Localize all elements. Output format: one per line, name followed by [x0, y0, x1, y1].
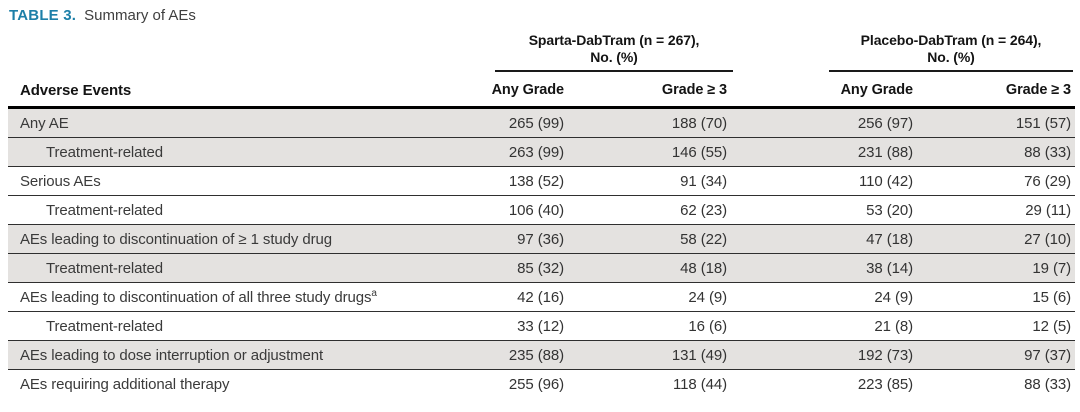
group-title-line2: No. (%)	[927, 49, 975, 65]
cell-placebo-any-grade: 256 (97)	[735, 107, 921, 138]
table-row-dose-interruption: AEs leading to dose interruption or adju…	[8, 340, 1075, 370]
cell-placebo-any-grade: 53 (20)	[735, 195, 921, 225]
table-row-discontinuation-ge1-treatment-related: Treatment-related 85 (32) 48 (18) 38 (14…	[8, 253, 1075, 283]
table-row-additional-therapy: AEs requiring additional therapy 255 (96…	[8, 369, 1075, 398]
cell-sparta-grade-ge3: 16 (6)	[572, 311, 735, 341]
column-header-sparta-any-grade: Any Grade	[450, 72, 572, 109]
cell-sparta-any-grade: 138 (52)	[450, 166, 572, 196]
column-header-row: Adverse Events Any Grade Grade ≥ 3 Any G…	[8, 72, 1075, 109]
cell-placebo-any-grade: 110 (42)	[735, 166, 921, 196]
column-header-placebo-any-grade: Any Grade	[735, 72, 921, 109]
cell-sparta-grade-ge3: 24 (9)	[572, 282, 735, 312]
cell-placebo-grade-ge3: 76 (29)	[921, 166, 1075, 196]
table-number: TABLE 3.	[9, 7, 77, 24]
column-group-sparta-title: Sparta-DabTram (n = 267), No. (%)	[495, 32, 733, 72]
table-caption: TABLE 3. Summary of AEs	[0, 0, 1080, 25]
adverse-events-table: Sparta-DabTram (n = 267), No. (%) Placeb…	[8, 28, 1075, 398]
cell-sparta-any-grade: 265 (99)	[450, 107, 572, 138]
column-group-sparta-dabtram: Sparta-DabTram (n = 267), No. (%)	[450, 28, 735, 72]
column-group-placebo-dabtram: Placebo-DabTram (n = 264), No. (%)	[735, 28, 1075, 72]
group-title-line1: Sparta-DabTram (n = 267),	[528, 32, 700, 48]
table-title: Summary of AEs	[84, 7, 196, 24]
table-row-discontinuation-all-three-treatment-related: Treatment-related 33 (12) 16 (6) 21 (8) …	[8, 311, 1075, 341]
row-label: AEs leading to discontinuation of all th…	[8, 282, 450, 312]
cell-placebo-grade-ge3: 88 (33)	[921, 369, 1075, 398]
cell-sparta-grade-ge3: 58 (22)	[572, 224, 735, 254]
cell-sparta-grade-ge3: 91 (34)	[572, 166, 735, 196]
cell-placebo-grade-ge3: 19 (7)	[921, 253, 1075, 283]
row-label: Treatment-related	[8, 311, 450, 341]
cell-placebo-grade-ge3: 97 (37)	[921, 340, 1075, 370]
row-label: Treatment-related	[8, 137, 450, 167]
cell-sparta-any-grade: 235 (88)	[450, 340, 572, 370]
cell-placebo-any-grade: 21 (8)	[735, 311, 921, 341]
cell-sparta-grade-ge3: 146 (55)	[572, 137, 735, 167]
row-label: Serious AEs	[8, 166, 450, 196]
group-title-line2: No. (%)	[590, 49, 638, 65]
cell-sparta-grade-ge3: 188 (70)	[572, 107, 735, 138]
cell-placebo-any-grade: 47 (18)	[735, 224, 921, 254]
column-header-adverse-events: Adverse Events	[8, 72, 450, 109]
table-row-serious-aes: Serious AEs 138 (52) 91 (34) 110 (42) 76…	[8, 166, 1075, 196]
cell-placebo-any-grade: 231 (88)	[735, 137, 921, 167]
row-label: Treatment-related	[8, 195, 450, 225]
cell-placebo-any-grade: 192 (73)	[735, 340, 921, 370]
row-label: Any AE	[8, 107, 450, 138]
row-label: AEs leading to discontinuation of ≥ 1 st…	[8, 224, 450, 254]
column-header-placebo-grade-ge3: Grade ≥ 3	[921, 72, 1075, 109]
row-label: AEs leading to dose interruption or adju…	[8, 340, 450, 370]
column-group-placebo-title: Placebo-DabTram (n = 264), No. (%)	[829, 32, 1073, 72]
footnote-marker-a: a	[371, 287, 377, 299]
cell-sparta-any-grade: 255 (96)	[450, 369, 572, 398]
table-row-discontinuation-all-three-drugs: AEs leading to discontinuation of all th…	[8, 282, 1075, 312]
row-label: AEs requiring additional therapy	[8, 369, 450, 398]
cell-sparta-any-grade: 85 (32)	[450, 253, 572, 283]
table-row-any-ae-treatment-related: Treatment-related 263 (99) 146 (55) 231 …	[8, 137, 1075, 167]
group-title-line1: Placebo-DabTram (n = 264),	[860, 32, 1042, 48]
cell-sparta-grade-ge3: 118 (44)	[572, 369, 735, 398]
cell-sparta-any-grade: 263 (99)	[450, 137, 572, 167]
table-row-discontinuation-ge1-drug: AEs leading to discontinuation of ≥ 1 st…	[8, 224, 1075, 254]
table-row-serious-aes-treatment-related: Treatment-related 106 (40) 62 (23) 53 (2…	[8, 195, 1075, 225]
cell-sparta-grade-ge3: 48 (18)	[572, 253, 735, 283]
cell-placebo-grade-ge3: 88 (33)	[921, 137, 1075, 167]
cell-placebo-grade-ge3: 151 (57)	[921, 107, 1075, 138]
cell-sparta-any-grade: 42 (16)	[450, 282, 572, 312]
row-label: Treatment-related	[8, 253, 450, 283]
cell-placebo-grade-ge3: 29 (11)	[921, 195, 1075, 225]
cell-placebo-grade-ge3: 15 (6)	[921, 282, 1075, 312]
group-header-spacer	[8, 28, 450, 72]
cell-placebo-any-grade: 24 (9)	[735, 282, 921, 312]
cell-placebo-grade-ge3: 12 (5)	[921, 311, 1075, 341]
column-header-sparta-grade-ge3: Grade ≥ 3	[572, 72, 735, 109]
group-header-row: Sparta-DabTram (n = 267), No. (%) Placeb…	[8, 28, 1075, 72]
cell-sparta-any-grade: 33 (12)	[450, 311, 572, 341]
cell-placebo-any-grade: 38 (14)	[735, 253, 921, 283]
cell-sparta-grade-ge3: 62 (23)	[572, 195, 735, 225]
cell-placebo-any-grade: 223 (85)	[735, 369, 921, 398]
cell-sparta-any-grade: 106 (40)	[450, 195, 572, 225]
row-label-text: AEs leading to discontinuation of all th…	[20, 288, 372, 306]
cell-placebo-grade-ge3: 27 (10)	[921, 224, 1075, 254]
cell-sparta-any-grade: 97 (36)	[450, 224, 572, 254]
cell-sparta-grade-ge3: 131 (49)	[572, 340, 735, 370]
table-row-any-ae: Any AE 265 (99) 188 (70) 256 (97) 151 (5…	[8, 107, 1075, 138]
